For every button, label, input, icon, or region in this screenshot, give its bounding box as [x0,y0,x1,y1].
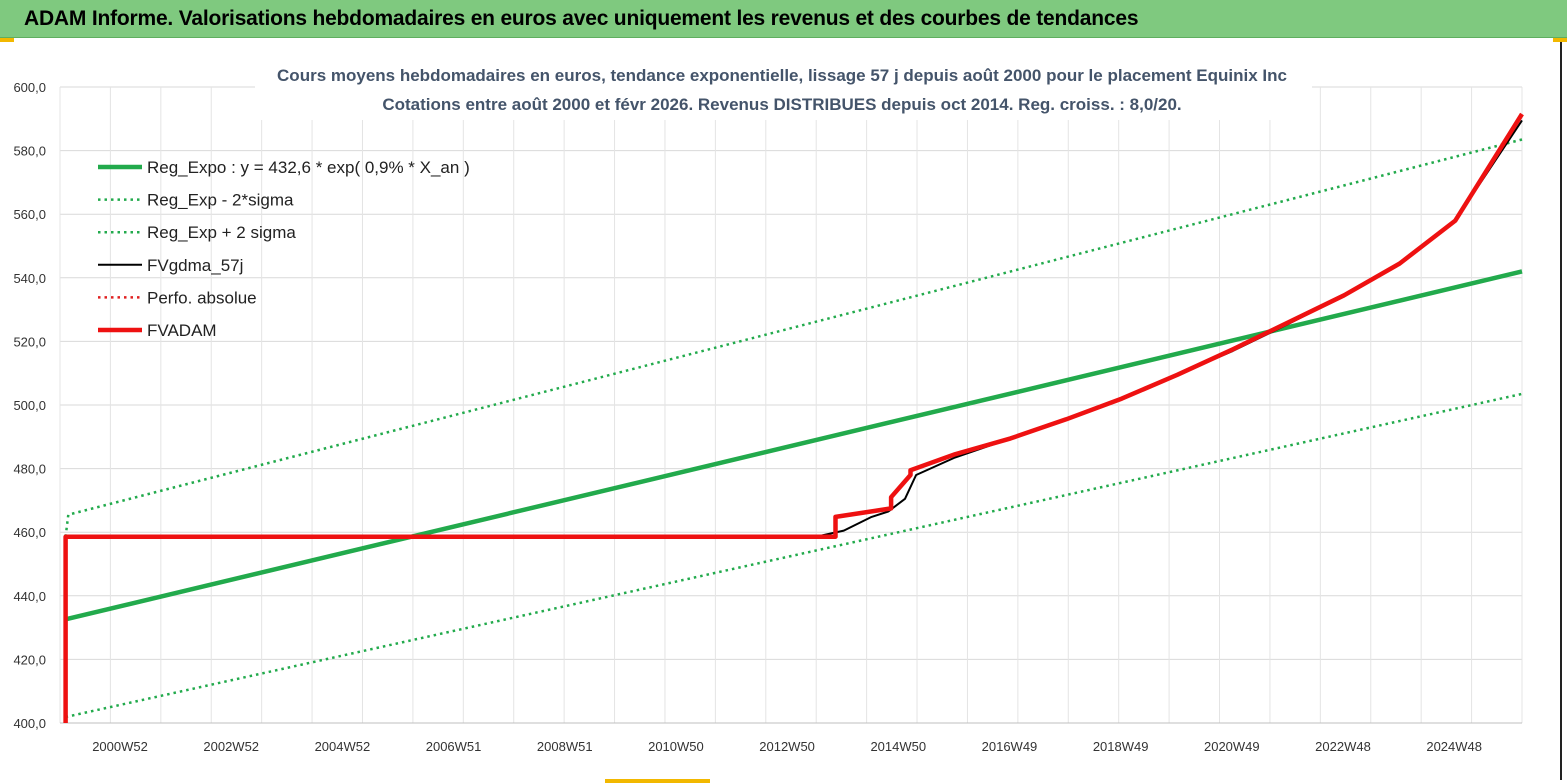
x-tick-label: 2008W51 [537,739,593,754]
x-tick-label: 2020W49 [1204,739,1260,754]
y-tick-label: 600,0 [13,80,46,95]
x-tick-label: 2024W48 [1426,739,1482,754]
y-tick-label: 420,0 [13,652,46,667]
x-tick-label: 2014W50 [870,739,926,754]
series-line-2 [64,138,1523,537]
chart-title-line-1: Cours moyens hebdomadaires en euros, ten… [277,66,1287,85]
legend-label: FVADAM [147,321,217,340]
edge-marker-bottom [605,779,710,783]
y-tick-label: 440,0 [13,589,46,604]
x-tick-label: 2018W49 [1093,739,1149,754]
x-tick-label: 2004W52 [315,739,371,754]
x-tick-label: 2016W49 [982,739,1038,754]
x-tick-label: 2000W52 [92,739,148,754]
x-axis-ticks: 2000W52 2002W52 2004W52 2006W51 2008W51 2010W… [92,739,1482,754]
chart-gridlines [59,86,1523,724]
y-tick-label: 540,0 [13,271,46,286]
x-tick-label: 2010W50 [648,739,704,754]
report-title-bar: ADAM Informe. Valorisations hebdomadaire… [0,0,1567,38]
y-tick-label: 560,0 [13,207,46,222]
chart-series [63,112,1524,723]
x-tick-label: 2022W48 [1315,739,1371,754]
chart-legend: Reg_Expo : y = 432,6 * exp( 0,9% * X_an … [98,158,470,340]
report-title: ADAM Informe. Valorisations hebdomadaire… [24,7,1139,30]
legend-label: Perfo. absolue [147,288,257,307]
x-tick-label: 2006W51 [426,739,482,754]
legend-label: Reg_Exp + 2 sigma [147,223,296,242]
y-tick-label: 480,0 [13,462,46,477]
y-tick-label: 500,0 [13,398,46,413]
chart-title-line-2: Cotations entre août 2000 et févr 2026. … [382,95,1181,114]
y-tick-label: 400,0 [13,716,46,731]
edge-marker-left [0,38,14,42]
series-line-0 [65,269,1523,622]
series-line-1 [65,392,1523,719]
x-tick-label: 2002W52 [203,739,259,754]
series-line-5 [63,112,1524,723]
legend-label: Reg_Exp - 2*sigma [147,191,294,210]
legend-label: FVgdma_57j [147,256,243,275]
y-tick-label: 580,0 [13,144,46,159]
legend-label: Reg_Expo : y = 432,6 * exp( 0,9% * X_an … [147,158,470,177]
edge-marker-right [1553,38,1567,42]
y-axis-ticks: 400,0 420,0 440,0 460,0 480,0 500,0 520,0 540,0… [13,80,46,731]
chart-title-background [255,58,1312,120]
x-tick-label: 2012W50 [759,739,815,754]
series-line-3 [65,119,1523,538]
y-tick-label: 460,0 [13,525,46,540]
chart-frame [4,42,1562,780]
y-tick-label: 520,0 [13,334,46,349]
